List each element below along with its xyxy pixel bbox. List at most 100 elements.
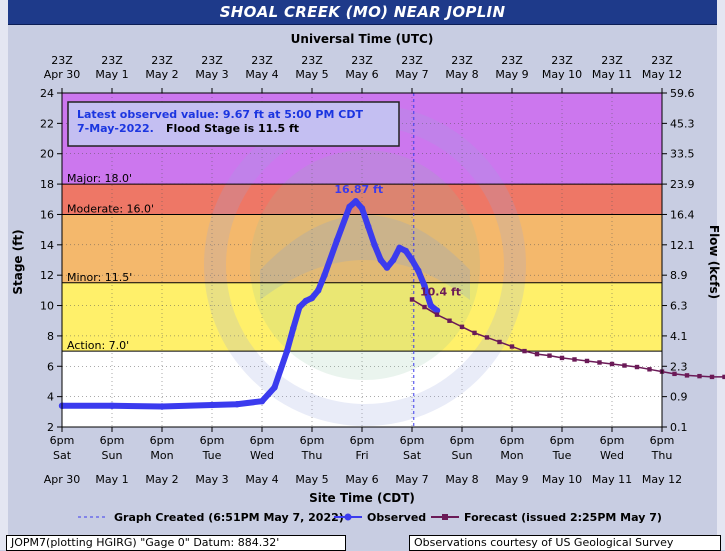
bottom-tick-date: May 9 [495, 473, 528, 486]
forecast-point [584, 358, 590, 364]
observed-point [421, 282, 428, 290]
footnote-source: Observations courtesy of US Geological S… [409, 535, 721, 551]
bottom-tick-hour: 6pm [250, 434, 275, 447]
observed-point [365, 223, 372, 230]
forecast-point [672, 371, 677, 377]
observed-point [402, 247, 409, 255]
bottom-tick-date: May 7 [395, 473, 428, 486]
observed-point [108, 402, 116, 409]
flow-tick-label: 16.4 [670, 208, 695, 221]
observed-point [158, 403, 166, 410]
series-layer: 16.87 ft 10.4 ft [58, 183, 725, 410]
bottom-tick-date: May 6 [345, 473, 378, 486]
observed-point [208, 401, 216, 409]
flow-tick-label: 8.9 [670, 269, 688, 282]
flow-tick-label: 6.3 [670, 300, 688, 313]
y-axis-title-right: Flow (kcfs) [707, 225, 721, 299]
y-tick-label: 18 [40, 178, 54, 191]
top-axis-title: Universal Time (UTC) [291, 32, 434, 46]
forecast-point [472, 330, 477, 336]
bottom-tick-hour: 6pm [550, 434, 575, 447]
observed-point [308, 294, 316, 302]
watermark-center [250, 150, 480, 380]
right-margin [717, 0, 725, 550]
bottom-tick-date: May 1 [95, 473, 128, 486]
top-tick-hour: 23Z [401, 54, 423, 67]
bottom-tick-hour: 6pm [300, 434, 325, 447]
top-tick-hour: 23Z [501, 54, 523, 67]
bottom-tick-date: May 10 [542, 473, 582, 486]
top-tick-hour: 23Z [51, 54, 73, 67]
forecast-point [409, 297, 415, 302]
bottom-tick-date: May 2 [145, 473, 178, 486]
top-tick-hour: 23Z [601, 54, 623, 67]
bottom-tick-hour: 6pm [200, 434, 225, 447]
bottom-tick-date: May 5 [295, 473, 328, 486]
forecast-peak-label: 10.4 ft [420, 285, 461, 298]
forecast-point [634, 364, 640, 370]
observed-point [371, 241, 378, 249]
y-tick-label: 24 [40, 87, 54, 100]
forecast-point [559, 355, 565, 361]
bottom-tick-hour: 6pm [500, 434, 525, 447]
annotation-line-1: Latest observed value: 9.67 ft at 5:00 P… [77, 108, 363, 121]
forecast-point [509, 344, 515, 349]
y-tick-label: 16 [40, 208, 54, 221]
observed-point [433, 307, 441, 314]
bottom-tick-hour: 6pm [400, 434, 425, 447]
bottom-tick-hour: 6pm [600, 434, 625, 447]
bottom-tick-day: Thu [301, 449, 323, 462]
forecast-point [422, 304, 427, 310]
legend-forecast-label: Forecast (issued 2:25PM May 7) [464, 511, 662, 524]
top-tick-date: May 7 [395, 68, 428, 81]
observed-point [302, 297, 309, 305]
top-tick-hour: 23Z [551, 54, 573, 67]
bottom-tick-hour: 6pm [350, 434, 375, 447]
bottom-tick-date: May 8 [445, 473, 478, 486]
chart-title-bar: SHOAL CREEK (MO) NEAR JOPLIN [8, 0, 717, 25]
observed-point [352, 198, 359, 205]
observed-point [358, 205, 366, 212]
observed-peak-label: 16.87 ft [334, 183, 383, 196]
flow-tick-label: 45.3 [670, 117, 695, 130]
top-tick-date: May 2 [145, 68, 178, 81]
threshold-label-major: Major: 18.0' [67, 172, 132, 185]
legend-forecast-marker [442, 514, 448, 520]
observed-point [427, 302, 434, 309]
bottom-tick-day: Sat [403, 449, 422, 462]
y-tick-label: 14 [40, 239, 54, 252]
annotation-line-2-date: 7-May-2022. [77, 122, 154, 135]
top-tick-date: May 6 [345, 68, 378, 81]
y-axis-title-left: Stage (ft) [11, 229, 25, 294]
annotation-background [67, 101, 400, 147]
observed-point [377, 256, 384, 264]
flow-tick-label: 59.6 [670, 87, 695, 100]
forecast-point [647, 367, 652, 372]
annotation-line-2-flood: Flood Stage is 11.5 ft [166, 122, 299, 135]
y-tick-label: 12 [40, 269, 54, 282]
top-tick-date: May 5 [295, 68, 328, 81]
observed-point [290, 325, 297, 332]
top-tick-hour: 23Z [301, 54, 323, 67]
bottom-tick-day: Sun [102, 449, 123, 462]
y-tick-label: 6 [47, 360, 54, 373]
top-tick-date: May 11 [592, 68, 632, 81]
noaa-watermark [204, 104, 526, 426]
observed-point [346, 203, 353, 211]
bottom-tick-hour: 6pm [150, 434, 175, 447]
flood-zone-labels: Major: 18.0' Moderate: 16.0' Minor: 11.5' A… [62, 172, 662, 352]
top-tick-date: May 4 [245, 68, 278, 81]
observed-point [390, 256, 397, 264]
forecast-point [572, 357, 577, 362]
observed-point [383, 264, 391, 271]
bottom-tick-hour: 6pm [50, 434, 75, 447]
observed-point [396, 244, 403, 252]
y-tick-label: 22 [40, 117, 54, 130]
forecast-point [597, 360, 602, 365]
bottom-tick-day: Tue [552, 449, 572, 462]
y-tick-label: 2 [47, 421, 54, 434]
forecast-point [434, 312, 440, 317]
y-tick-label: 8 [47, 330, 54, 343]
bottom-tick-day: Sat [53, 449, 72, 462]
